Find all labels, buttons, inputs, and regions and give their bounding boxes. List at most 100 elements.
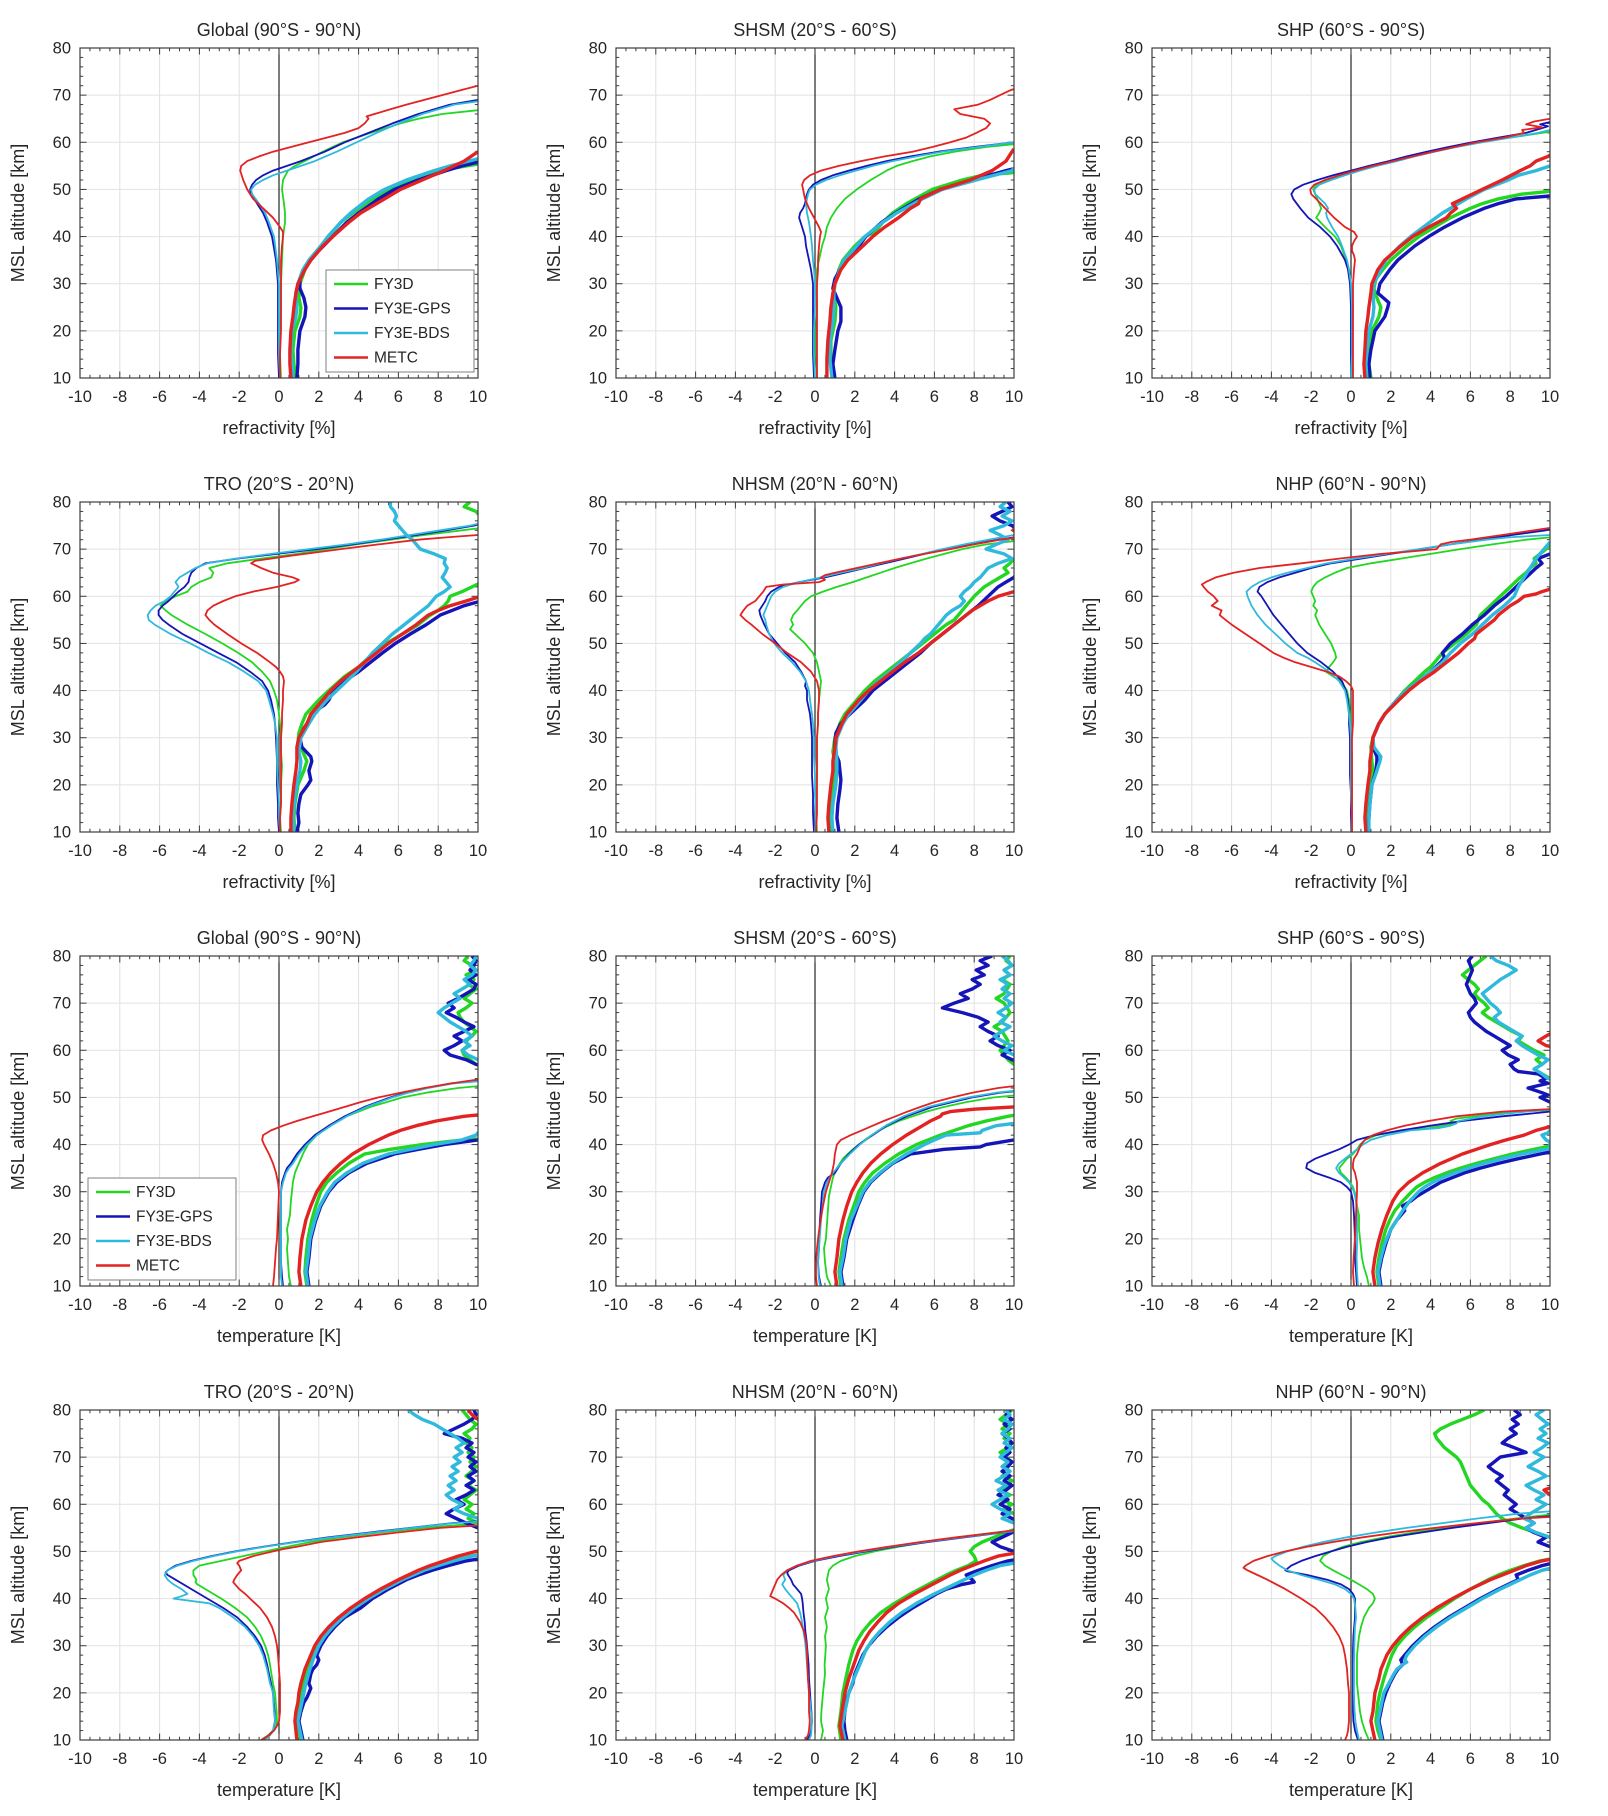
x-axis-label: refractivity [%] bbox=[758, 872, 871, 892]
x-tick-label: 10 bbox=[469, 388, 487, 406]
y-tick-label: 30 bbox=[53, 729, 71, 747]
x-tick-label: -8 bbox=[648, 1296, 663, 1314]
y-tick-label: 30 bbox=[1125, 275, 1143, 293]
x-tick-label: -4 bbox=[728, 1750, 743, 1768]
y-tick-label: 60 bbox=[589, 134, 607, 152]
x-tick-label: -10 bbox=[1140, 1750, 1164, 1768]
y-tick-label: 20 bbox=[1125, 322, 1143, 340]
y-tick-label: 20 bbox=[589, 776, 607, 794]
x-axis-label: temperature [K] bbox=[1289, 1326, 1413, 1346]
y-tick-label: 40 bbox=[1125, 1590, 1143, 1608]
x-axis-label: refractivity [%] bbox=[758, 418, 871, 438]
x-tick-label: 8 bbox=[434, 388, 443, 406]
series-metc-std bbox=[293, 1410, 478, 1740]
series-fy3e-bds-mean bbox=[1270, 1510, 1550, 1740]
x-tick-label: 0 bbox=[274, 1750, 283, 1768]
series-fy3e-gps-std bbox=[1367, 194, 1550, 378]
series-metc-mean bbox=[261, 1078, 478, 1286]
panel-refractivity-nhp: NHP (60°N - 90°N) -10 -8 -6 -4 -2 0 2 4 6 8 10 10 20 3… bbox=[1072, 454, 1608, 908]
y-tick-label: 50 bbox=[53, 181, 71, 199]
series-fy3e-bds-std bbox=[838, 956, 1014, 1286]
x-tick-label: 4 bbox=[354, 388, 363, 406]
x-tick-label: 0 bbox=[1346, 1750, 1355, 1768]
data-series bbox=[163, 1410, 478, 1740]
legend-label: METC bbox=[374, 350, 418, 367]
panel-title: SHP (60°S - 90°S) bbox=[1277, 20, 1425, 40]
y-tick-label: 50 bbox=[589, 181, 607, 199]
x-tick-label: 8 bbox=[970, 1750, 979, 1768]
plot-box bbox=[1151, 47, 1551, 379]
y-tick-label: 70 bbox=[1125, 1449, 1143, 1467]
x-tick-label: -4 bbox=[728, 1296, 743, 1314]
series-fy3d-mean bbox=[820, 1529, 1014, 1740]
series-fy3e-bds-std bbox=[304, 956, 478, 1286]
series-metc-mean bbox=[739, 526, 1014, 832]
series-fy3d-std bbox=[1367, 189, 1550, 378]
legend-label: FY3E-GPS bbox=[136, 1209, 213, 1226]
series-fy3e-gps-mean bbox=[1284, 1515, 1550, 1740]
y-tick-label: 10 bbox=[53, 1278, 71, 1296]
y-tick-label: 30 bbox=[1125, 729, 1143, 747]
x-tick-label: 10 bbox=[1541, 1750, 1559, 1768]
chart-svg: NHSM (20°N - 60°N) -10 -8 -6 -4 -2 0 2 4 6 8 10 10 20… bbox=[536, 454, 1072, 908]
chart-svg: SHP (60°S - 90°S) -10 -8 -6 -4 -2 0 2 4 6 8 10 10 20 3… bbox=[1072, 0, 1608, 454]
y-tick-label: 30 bbox=[53, 1637, 71, 1655]
x-tick-label: 10 bbox=[469, 1750, 487, 1768]
y-tick-label: 80 bbox=[589, 40, 607, 58]
x-tick-label: -8 bbox=[1184, 1296, 1199, 1314]
series-metc-std bbox=[1363, 587, 1550, 832]
y-tick-label: 30 bbox=[589, 275, 607, 293]
y-tick-label: 60 bbox=[53, 1496, 71, 1514]
panel-title: Global (90°S - 90°N) bbox=[197, 20, 361, 40]
x-tick-label: -6 bbox=[1224, 388, 1239, 406]
x-tick-label: 6 bbox=[1466, 842, 1475, 860]
x-tick-label: 6 bbox=[930, 842, 939, 860]
x-tick-label: 4 bbox=[1426, 842, 1435, 860]
x-tick-label: 2 bbox=[1386, 1750, 1395, 1768]
series-fy3e-bds-mean bbox=[250, 100, 478, 378]
y-axis-label: MSL altitude [km] bbox=[8, 598, 28, 736]
chart-svg: TRO (20°S - 20°N) -10 -8 -6 -4 -2 0 2 4 6 8 10 10 20 3… bbox=[0, 1362, 536, 1816]
x-tick-label: 10 bbox=[1005, 388, 1023, 406]
panel-refractivity-nhsm: NHSM (20°N - 60°N) -10 -8 -6 -4 -2 0 2 4 6 8 10 10 20… bbox=[536, 454, 1072, 908]
series-fy3e-bds-std bbox=[291, 502, 452, 832]
x-tick-label: 0 bbox=[274, 842, 283, 860]
plot-box bbox=[615, 501, 1015, 833]
y-tick-label: 20 bbox=[53, 322, 71, 340]
y-tick-label: 50 bbox=[53, 1089, 71, 1107]
series-fy3d-mean bbox=[192, 1522, 478, 1740]
x-tick-label: 6 bbox=[1466, 1750, 1475, 1768]
series-metc-mean bbox=[1200, 527, 1550, 832]
y-tick-label: 30 bbox=[589, 1183, 607, 1201]
x-tick-label: -10 bbox=[68, 1296, 92, 1314]
x-tick-label: 6 bbox=[394, 388, 403, 406]
x-tick-label: 8 bbox=[1506, 1750, 1515, 1768]
x-tick-label: -4 bbox=[192, 1296, 207, 1314]
series-metc-mean bbox=[232, 1524, 478, 1740]
x-tick-label: 2 bbox=[314, 1750, 323, 1768]
data-series bbox=[239, 84, 478, 378]
x-tick-label: 2 bbox=[314, 1296, 323, 1314]
x-tick-label: 6 bbox=[1466, 388, 1475, 406]
x-tick-label: 0 bbox=[1346, 388, 1355, 406]
panel-title: SHP (60°S - 90°S) bbox=[1277, 928, 1425, 948]
panel-title: NHSM (20°N - 60°N) bbox=[732, 1382, 898, 1402]
y-tick-label: 30 bbox=[589, 1637, 607, 1655]
y-tick-label: 30 bbox=[53, 1183, 71, 1201]
x-axis-label: temperature [K] bbox=[217, 1326, 341, 1346]
x-tick-label: 6 bbox=[394, 1296, 403, 1314]
y-tick-label: 80 bbox=[1125, 1402, 1143, 1420]
y-tick-label: 10 bbox=[589, 824, 607, 842]
x-tick-label: 4 bbox=[890, 1296, 899, 1314]
x-tick-label: -4 bbox=[1264, 842, 1279, 860]
y-tick-label: 40 bbox=[53, 682, 71, 700]
panel-refractivity-tro: TRO (20°S - 20°N) -10 -8 -6 -4 -2 0 2 4 6 8 10 10 20 3… bbox=[0, 454, 536, 908]
x-tick-label: -6 bbox=[688, 1296, 703, 1314]
y-axis-label: MSL altitude [km] bbox=[544, 144, 564, 282]
series-fy3e-bds-mean bbox=[1245, 534, 1550, 832]
y-tick-label: 70 bbox=[589, 995, 607, 1013]
y-tick-label: 60 bbox=[1125, 1042, 1143, 1060]
x-tick-label: 10 bbox=[1541, 842, 1559, 860]
x-tick-label: 0 bbox=[274, 388, 283, 406]
